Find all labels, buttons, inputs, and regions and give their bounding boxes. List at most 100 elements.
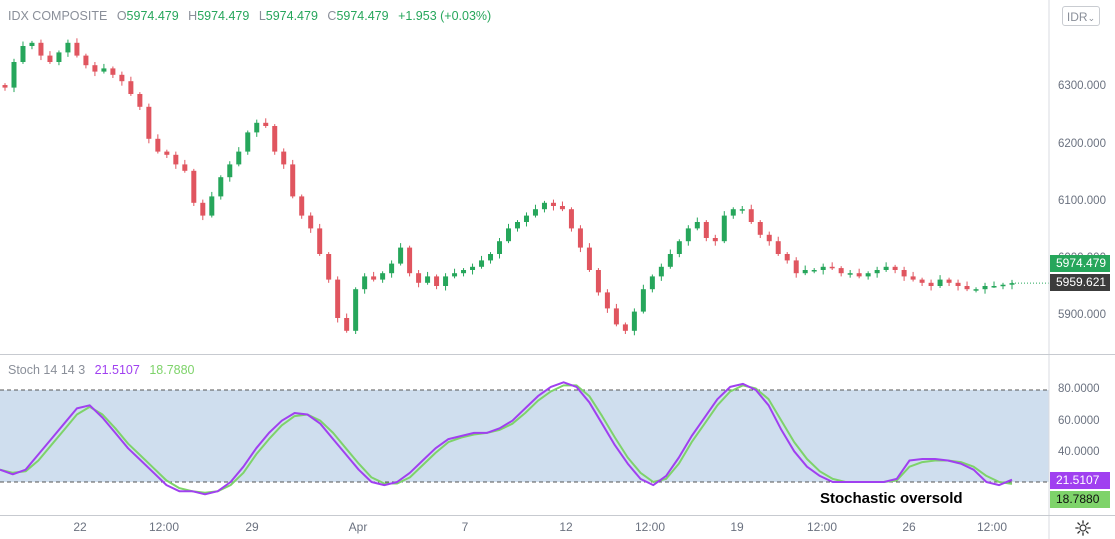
- candle-body: [595, 270, 601, 293]
- currency-button[interactable]: IDR⌄: [1062, 6, 1100, 26]
- candle-body: [667, 254, 673, 267]
- price-tick: 6200.000: [1058, 138, 1106, 150]
- candle-body: [362, 276, 368, 290]
- candle-body: [290, 164, 296, 197]
- candle-body: [919, 279, 925, 283]
- candle-body: [299, 196, 305, 216]
- candle-body: [703, 222, 709, 238]
- candle-body: [191, 170, 197, 203]
- candle-body: [802, 270, 808, 274]
- stoch-k-badge: 21.5107: [1050, 472, 1110, 489]
- time-tick: 12:00: [806, 520, 838, 534]
- candle-body: [326, 254, 332, 280]
- candle-body: [497, 241, 503, 254]
- candle-body: [676, 241, 682, 254]
- symbol-name: IDX COMPOSITE: [8, 9, 108, 23]
- candle-body: [739, 209, 745, 211]
- stoch-legend: Stoch 14 14 3 21.5107 18.7880: [8, 363, 201, 377]
- time-tick: 22: [73, 520, 87, 534]
- candle-body: [20, 46, 26, 62]
- candle-body: [577, 228, 583, 248]
- candle-body: [2, 85, 8, 88]
- time-tick: 12:00: [976, 520, 1008, 534]
- candle-body: [155, 138, 161, 152]
- candle-body: [11, 62, 17, 88]
- candle-body: [982, 286, 988, 290]
- high-value: 5974.479: [197, 9, 250, 23]
- candle-body: [559, 206, 565, 210]
- time-tick: 26: [902, 520, 916, 534]
- candle-body: [479, 260, 485, 267]
- candle-body: [29, 42, 35, 46]
- candle-body: [955, 282, 961, 286]
- candle-body: [649, 276, 655, 290]
- candle-body: [389, 263, 395, 274]
- candle-body: [721, 215, 727, 242]
- candle-body: [164, 151, 170, 155]
- candle-body: [604, 292, 610, 309]
- candle-body: [892, 266, 898, 270]
- candle-body: [101, 68, 107, 72]
- gear-icon[interactable]: [1074, 519, 1092, 537]
- candle-body: [640, 289, 646, 312]
- time-tick: Apr: [348, 520, 368, 534]
- candle-body: [200, 202, 206, 216]
- candle-body: [748, 209, 754, 222]
- candle-body: [784, 254, 790, 261]
- candle-body: [353, 289, 359, 331]
- candle-body: [146, 106, 152, 139]
- candle-body: [209, 196, 215, 216]
- close-value: 5974.479: [336, 9, 389, 23]
- price-tick: 6300.000: [1058, 80, 1106, 92]
- time-tick: 7: [461, 520, 469, 534]
- candle-body: [398, 247, 404, 264]
- last-price-badge: 5974.479: [1050, 255, 1110, 272]
- candle-body: [631, 311, 637, 331]
- candle-body: [730, 209, 736, 216]
- candle-body: [964, 286, 970, 290]
- candle-body: [838, 268, 844, 274]
- price-legend: IDX COMPOSITE O5974.479 H5974.479 L5974.…: [8, 9, 497, 23]
- candle-body: [847, 273, 853, 275]
- candle-body: [92, 65, 98, 72]
- candle-body: [820, 266, 826, 270]
- time-tick: 12:00: [634, 520, 666, 534]
- open-label: O: [116, 9, 127, 23]
- candle-body: [434, 276, 440, 286]
- candle-body: [766, 234, 772, 242]
- stochastic-pane: [0, 381, 1049, 496]
- stoch-name: Stoch 14 14 3: [8, 363, 86, 377]
- low-label: L: [258, 9, 266, 23]
- candle-body: [694, 222, 700, 229]
- change-value: +1.953 (+0.03%): [398, 9, 492, 23]
- candle-body: [407, 247, 413, 274]
- candle-body: [119, 74, 125, 82]
- candle-body: [38, 42, 44, 56]
- candle-body: [218, 177, 224, 197]
- candle-body: [622, 324, 628, 331]
- candle-body: [470, 266, 476, 270]
- candle-body: [532, 209, 538, 216]
- candle-body: [946, 279, 952, 283]
- candle-body: [236, 151, 242, 165]
- candle-body: [272, 126, 278, 152]
- price-tick: 5900.000: [1058, 309, 1106, 321]
- stoch-k-line: [0, 381, 1013, 496]
- close-label: C: [327, 9, 337, 23]
- candle-body: [973, 289, 979, 291]
- candle-body: [568, 209, 574, 229]
- candle-body: [461, 270, 467, 274]
- cursor-price-badge: 5959.621: [1050, 274, 1110, 291]
- candle-body: [281, 151, 287, 165]
- candle-body: [227, 164, 233, 178]
- candle-body: [317, 228, 323, 254]
- currency-label: IDR: [1066, 10, 1088, 24]
- time-tick: 12:00: [148, 520, 180, 534]
- candle-body: [829, 266, 835, 269]
- candle-body: [991, 286, 997, 288]
- candle-body: [488, 254, 494, 261]
- candle-body: [83, 55, 89, 66]
- candle-body: [380, 273, 386, 280]
- candle-body: [245, 132, 251, 152]
